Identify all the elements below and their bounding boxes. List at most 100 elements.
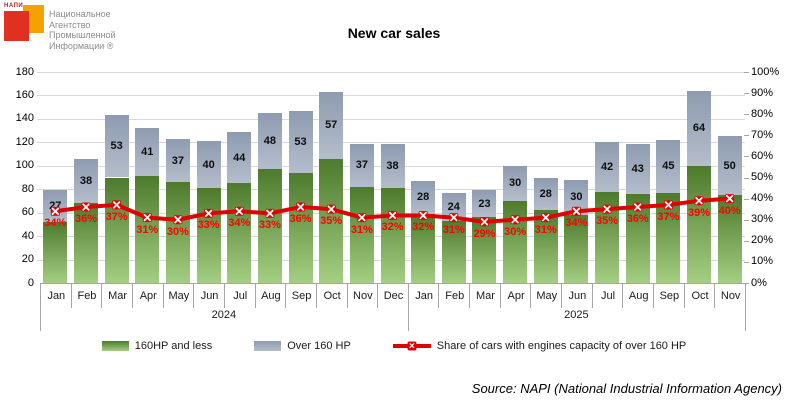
- month-label: Dec: [377, 284, 409, 308]
- bar-under-segment: [503, 200, 528, 283]
- left-axis-label: 140: [15, 112, 34, 125]
- grid-line: [37, 142, 745, 144]
- bar-under-segment: [257, 169, 282, 283]
- bar-value-label: 30: [570, 191, 583, 204]
- share-pct-label: 29%: [473, 227, 496, 240]
- logo-red-square: [4, 11, 29, 41]
- grid-line: [37, 72, 745, 73]
- right-axis-label: 20%: [751, 234, 774, 247]
- bar-value-label: 24: [447, 200, 460, 213]
- month-label: Oct: [315, 284, 348, 308]
- left-axis-label: 160: [15, 88, 34, 101]
- month-label: Jul: [591, 284, 624, 308]
- legend-swatch: [101, 341, 129, 351]
- right-axis-label: 10%: [751, 255, 774, 268]
- month-label: Jun: [561, 284, 593, 308]
- chart-legend: 160HP and less Over 160 HP ✕ Share of cars …: [0, 340, 788, 352]
- bar-value-label: 28: [539, 187, 552, 200]
- source-note: Source: NAPI (National Industrial Inform…: [471, 381, 782, 396]
- right-axis-tick: [744, 72, 749, 73]
- bar-value-label: 28: [417, 191, 430, 204]
- month-label: May: [162, 284, 195, 308]
- right-axis-tick: [744, 135, 749, 137]
- bar-under-segment: [625, 193, 650, 283]
- logo-text-line: Информации ®: [49, 40, 114, 51]
- right-axis-label: 30%: [751, 213, 774, 226]
- bar-under-segment: [472, 217, 497, 283]
- legend-item-under-160hp: 160HP and less: [101, 340, 212, 352]
- bar-value-label: 42: [600, 160, 614, 173]
- share-pct-label: 40%: [718, 204, 741, 217]
- bar-value-label: 50: [723, 159, 736, 172]
- bar-value-label: 64: [692, 122, 706, 135]
- share-pct-label: 31%: [534, 223, 557, 236]
- bar-over-segment: [349, 143, 374, 187]
- bar-over-segment: [656, 139, 681, 193]
- share-pct-label: 34%: [44, 217, 67, 230]
- left-axis-label: 80: [21, 182, 34, 195]
- right-axis-label: 0%: [751, 276, 767, 289]
- bar-under-segment: [227, 183, 252, 283]
- month-label: Mar: [101, 284, 133, 308]
- share-pct-label: 37%: [105, 210, 128, 223]
- month-label: Nov: [714, 284, 746, 308]
- month-label: Oct: [683, 284, 716, 308]
- month-label: Aug: [622, 284, 654, 308]
- bar-value-label: 23: [478, 197, 491, 210]
- month-label: Mar: [469, 284, 501, 308]
- bar-over-segment: [380, 143, 405, 189]
- right-axis-label: 100%: [751, 65, 780, 78]
- bar-value-label: 44: [233, 151, 246, 164]
- bar-over-segment: [104, 115, 129, 178]
- right-axis-tick: [744, 261, 749, 263]
- legend-label: Share of cars with engines capacity of o…: [436, 340, 687, 352]
- month-label: Feb: [70, 284, 103, 308]
- share-pct-label: 34%: [565, 217, 588, 230]
- legend-item-share-line: ✕ Share of cars with engines capacity of …: [392, 340, 687, 352]
- bar-value-label: 45: [662, 160, 675, 173]
- logo-text-line: Агентство: [49, 19, 91, 30]
- bar-value-label: 38: [79, 175, 93, 188]
- bar-value-label: 53: [110, 140, 123, 153]
- bar-over-segment: [196, 141, 221, 189]
- right-axis-tick: [744, 93, 749, 95]
- right-axis-label: 40%: [751, 192, 774, 205]
- logo-text: Национальное Агентство Промышленной Информа…: [49, 9, 116, 51]
- bar-under-segment: [441, 220, 466, 283]
- bar-under-segment: [533, 210, 558, 283]
- share-pct-label: 37%: [657, 210, 680, 223]
- share-pct-label: 31%: [442, 223, 465, 236]
- chart-title: New car sales: [347, 25, 441, 41]
- napi-logo: НАПИ Национальное Агентство Промышленной Ин…: [2, 2, 232, 51]
- share-pct-label: 34%: [228, 217, 251, 230]
- bar-value-label: 53: [294, 135, 307, 148]
- bar-value-label: 27: [49, 200, 62, 213]
- month-label: Aug: [254, 284, 287, 308]
- share-pct-label: 36%: [289, 213, 312, 226]
- right-axis-label: 90%: [751, 86, 774, 99]
- bar-under-segment: [43, 222, 68, 283]
- share-pct-label: 36%: [74, 213, 97, 226]
- share-pct-label: 33%: [258, 219, 281, 232]
- bar-over-segment: [687, 90, 712, 166]
- right-axis-tick: [744, 240, 749, 242]
- year-label: 2025: [564, 309, 589, 321]
- grid-line: [37, 118, 745, 120]
- right-axis-tick: [744, 219, 749, 221]
- bar-under-segment: [564, 215, 589, 283]
- share-pct-label: 35%: [320, 215, 343, 228]
- month-label: Sep: [653, 284, 685, 308]
- right-axis-tick: [744, 114, 749, 116]
- bar-under-segment: [104, 177, 129, 283]
- bar-value-label: 43: [631, 162, 644, 175]
- share-pct-label: 30%: [504, 225, 527, 238]
- right-axis-label: 60%: [751, 149, 774, 162]
- bar-value-label: 48: [263, 135, 277, 148]
- bar-over-segment: [288, 110, 313, 173]
- share-pct-label: 39%: [688, 206, 711, 219]
- right-axis-tick: [744, 156, 749, 158]
- bar-value-label: 57: [325, 119, 338, 132]
- bar-over-segment: [595, 142, 620, 192]
- bar-value-label: 41: [141, 146, 154, 159]
- share-pct-label: 30%: [166, 225, 189, 238]
